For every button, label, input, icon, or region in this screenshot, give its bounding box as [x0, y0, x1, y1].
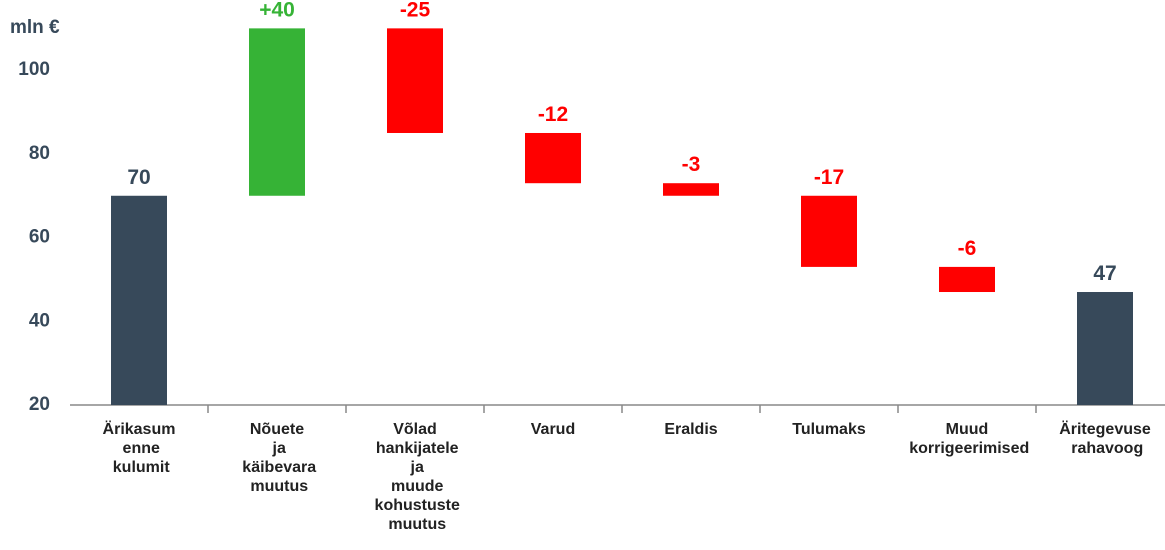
x-tick-label: Äritegevuse rahavoog	[1059, 420, 1151, 457]
value-label: -17	[814, 166, 844, 189]
x-tick-label-line: Muud	[946, 421, 989, 438]
value-label: -25	[400, 0, 431, 21]
x-tick-label-line: rahavoog	[1067, 440, 1143, 457]
bar	[1077, 292, 1133, 405]
value-label: -6	[958, 237, 977, 260]
y-tick-label: 40	[29, 310, 50, 331]
value-label: -12	[538, 103, 568, 126]
x-tick-label-line: kohustuste	[370, 497, 460, 514]
x-tick-label: Ärikasum enne kulumit	[103, 420, 176, 476]
x-tick-label-line: enne	[118, 440, 160, 457]
x-tick-label-line: muutus	[246, 478, 308, 495]
x-tick-label-line: Varud	[531, 421, 575, 438]
bar	[111, 195, 167, 405]
x-tick-label-line: Äritegevuse	[1059, 420, 1151, 438]
x-tick-label-line: korrigeerimised	[905, 440, 1030, 457]
value-label: 47	[1093, 262, 1116, 285]
y-tick-label: 100	[18, 59, 50, 80]
y-tick-label: 80	[29, 143, 50, 164]
y-tick-label: 60	[29, 227, 50, 248]
bar	[663, 183, 719, 196]
x-tick-label: Võlad hankijatele ja muude kohustuste mu…	[370, 421, 460, 533]
x-tick-label-line: ja	[406, 459, 424, 476]
x-tick-label-line: muutus	[384, 516, 446, 533]
bar	[525, 132, 581, 184]
bar	[387, 28, 443, 133]
value-label: +40	[259, 0, 295, 21]
bar	[939, 266, 995, 293]
x-tick-label-line: Võlad	[393, 421, 437, 438]
axis-unit: mln €	[10, 17, 60, 38]
x-tick-label-line: käibevara	[238, 459, 316, 476]
bar	[801, 195, 857, 267]
x-tick-label: Nõuete ja käibevara muutus	[238, 421, 316, 495]
x-tick-label-line: muude	[387, 478, 444, 495]
x-tick-label-line: Nõuete	[250, 421, 304, 438]
x-tick-label-line: hankijatele	[371, 440, 458, 457]
x-tick-label: Varud	[531, 421, 575, 438]
x-tick-label-line: Eraldis	[664, 421, 717, 438]
x-tick-label-line: kulumit	[108, 459, 170, 476]
y-tick-label: 20	[29, 394, 50, 415]
x-tick-label: Tulumaks	[792, 421, 866, 438]
x-tick-label-line: Ärikasum	[103, 420, 176, 438]
bar	[249, 28, 305, 196]
x-tick-label-line: Tulumaks	[792, 421, 866, 438]
x-tick-label: Muud korrigeerimised	[905, 421, 1030, 457]
x-tick-label-line: ja	[268, 440, 286, 457]
x-tick-label: Eraldis	[664, 421, 717, 438]
value-label: 70	[127, 166, 150, 189]
value-label: -3	[682, 153, 701, 176]
